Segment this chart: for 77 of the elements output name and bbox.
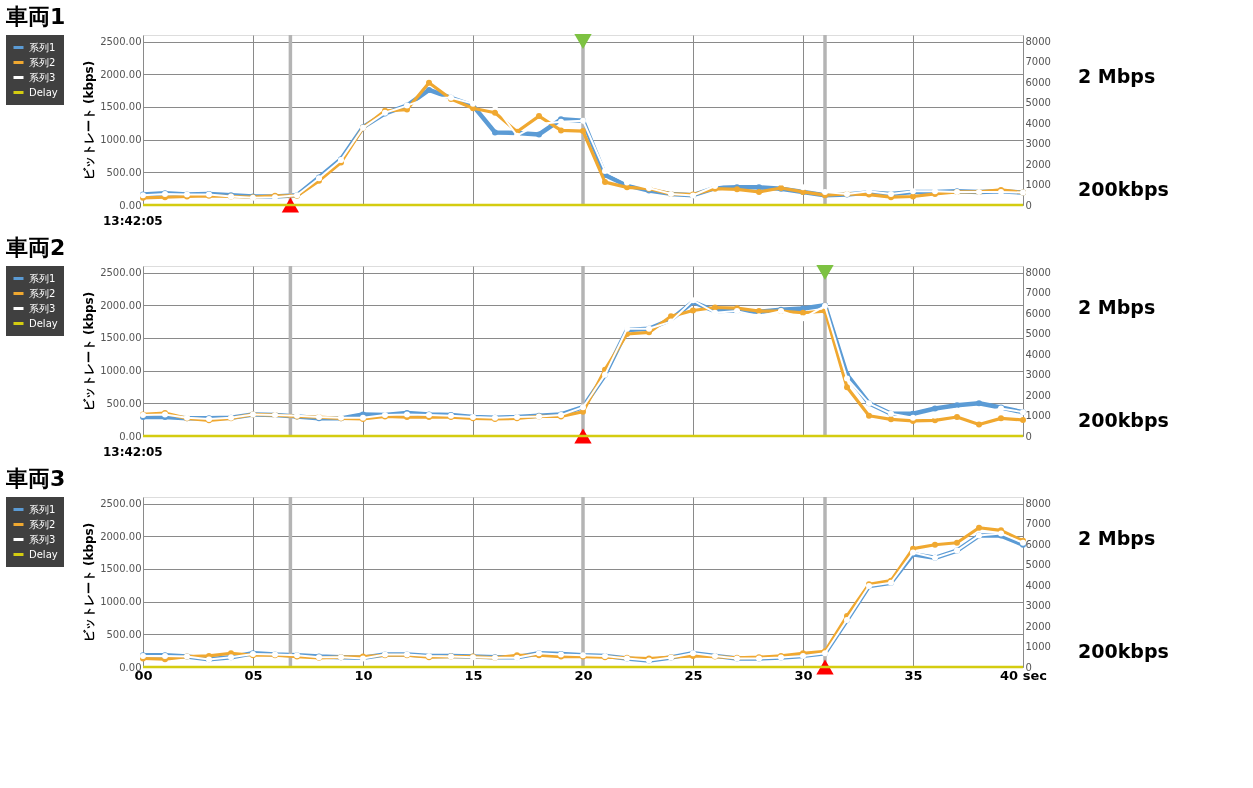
y-tick-label: 1000.00 (100, 134, 142, 146)
y-tick-label: 1500.00 (100, 332, 142, 344)
x-tick-label: 25 (684, 667, 703, 683)
y2-tick-label: 3000 (1025, 600, 1051, 612)
y2-tick-label: 2000 (1025, 158, 1051, 170)
text: 2 Mbps (1078, 527, 1156, 549)
y-tick-label: 500.00 (106, 166, 142, 178)
legend-label: 系列3 (29, 302, 56, 314)
y-tick-label: 0.00 (119, 430, 142, 442)
y2-tick-label: 4000 (1025, 117, 1051, 129)
text: 200kbps (1078, 178, 1169, 200)
y-tick-label: 2000.00 (100, 68, 142, 80)
legend-label: 系列2 (29, 56, 56, 68)
y-tick-label: 2000.00 (100, 299, 142, 311)
y2-tick-label: 6000 (1025, 307, 1051, 319)
y-tick-label: 1000.00 (100, 365, 142, 377)
text: 200kbps (1078, 409, 1169, 431)
y-axis-title: ビットレート (kbps) (82, 60, 97, 181)
y2-tick-label: 5000 (1025, 328, 1051, 340)
legend-label: 系列3 (29, 533, 56, 545)
y-axis-title: ビットレート (kbps) (82, 291, 97, 412)
y2-tick-label: 1000 (1025, 179, 1051, 191)
y2-tick-label: 6000 (1025, 538, 1051, 550)
x-tick-label: 30 (794, 667, 813, 683)
y2-tick-label: 4000 (1025, 579, 1051, 591)
text: 13:42:05 (103, 214, 163, 228)
text: 13:42:05 (103, 445, 163, 459)
y2-tick-label: 4000 (1025, 348, 1051, 360)
legend-label: 系列2 (29, 287, 56, 299)
y2-tick-label: 0 (1025, 661, 1032, 673)
legend-label: Delay (29, 317, 58, 329)
chart-title: 車両3 (5, 466, 66, 492)
y-tick-label: 2500.00 (100, 36, 142, 48)
y2-tick-label: 3000 (1025, 369, 1051, 381)
x-tick-label: 10 (354, 667, 373, 683)
y2-tick-label: 3000 (1025, 138, 1051, 150)
y-tick-label: 0.00 (119, 199, 142, 211)
y2-tick-label: 8000 (1025, 36, 1051, 48)
y-tick-label: 1500.00 (100, 101, 142, 113)
y2-tick-label: 7000 (1025, 518, 1051, 530)
x-tick-label: 05 (244, 667, 263, 683)
y2-tick-label: 0 (1025, 199, 1032, 211)
y-tick-label: 1000.00 (100, 596, 142, 608)
y2-tick-label: 5000 (1025, 97, 1051, 109)
y2-tick-label: 2000 (1025, 389, 1051, 401)
y2-tick-label: 8000 (1025, 498, 1051, 510)
y-tick-label: 500.00 (106, 397, 142, 409)
y2-tick-label: 6000 (1025, 76, 1051, 88)
legend-label: 系列3 (29, 71, 56, 83)
legend-label: 系列2 (29, 518, 56, 530)
legend-label: Delay (29, 86, 58, 98)
legend-label: 系列1 (29, 272, 56, 284)
y2-tick-label: 7000 (1025, 287, 1051, 299)
y2-tick-label: 1000 (1025, 410, 1051, 422)
legend-label: Delay (29, 548, 58, 560)
y-tick-label: 2000.00 (100, 530, 142, 542)
y-axis-title: ビットレート (kbps) (82, 522, 97, 643)
x-tick-label: 15 (464, 667, 483, 683)
y2-tick-label: 1000 (1025, 641, 1051, 653)
y-tick-label: 1500.00 (100, 563, 142, 575)
y-tick-label: 500.00 (106, 628, 142, 640)
text: 200kbps (1078, 640, 1169, 662)
y2-tick-label: 5000 (1025, 559, 1051, 571)
chart-title: 車両2 (5, 235, 66, 261)
y-tick-label: 2500.00 (100, 267, 142, 279)
y2-tick-label: 2000 (1025, 620, 1051, 632)
x-tick-label: 20 (574, 667, 593, 683)
legend-label: 系列1 (29, 41, 56, 53)
y2-tick-label: 8000 (1025, 267, 1051, 279)
x-tick-label: 35 (904, 667, 923, 683)
chart-title: 車両1 (5, 4, 66, 30)
y2-tick-label: 7000 (1025, 56, 1051, 68)
text: 2 Mbps (1078, 65, 1156, 87)
y2-tick-label: 0 (1025, 430, 1032, 442)
text: 2 Mbps (1078, 296, 1156, 318)
legend-label: 系列1 (29, 503, 56, 515)
y-tick-label: 2500.00 (100, 498, 142, 510)
